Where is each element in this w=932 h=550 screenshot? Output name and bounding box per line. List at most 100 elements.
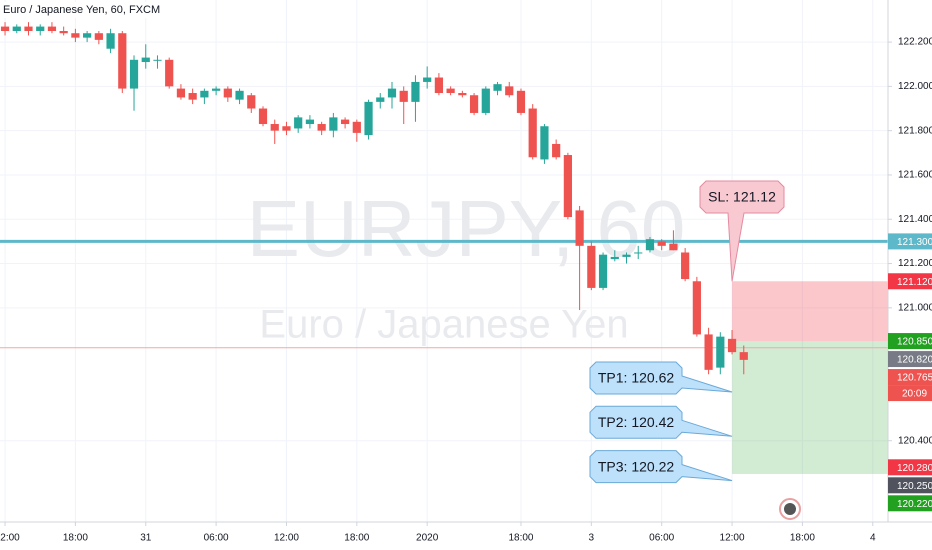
y-tick-label: 122.000	[898, 81, 932, 92]
candle-body	[493, 84, 502, 91]
price-tag-label: 121.300	[897, 237, 932, 248]
candle-body	[669, 243, 678, 251]
candle-body	[176, 88, 186, 98]
price-tag	[888, 477, 932, 494]
price-tag	[888, 459, 932, 476]
candle-body	[446, 88, 455, 94]
candle-body	[587, 245, 596, 288]
watermark: EURJPY, 60	[247, 184, 686, 273]
callout-text: TP2: 120.42	[598, 414, 674, 430]
chart-title: Euro / Japanese Yen, 60, FXCM	[3, 4, 160, 16]
candle-body	[153, 59, 162, 61]
candle-body	[387, 88, 397, 98]
watermark-subtitle: Euro / Japanese Yen	[259, 303, 628, 347]
candle-body	[469, 95, 479, 113]
x-tick-label: 12:00	[720, 533, 745, 544]
candle-body	[165, 59, 174, 87]
x-tick-label: 06:00	[649, 533, 674, 544]
x-tick-label: 06:00	[204, 533, 229, 544]
candle-body	[481, 88, 490, 113]
callout-text: TP1: 120.62	[598, 370, 674, 386]
candle-body	[563, 155, 572, 218]
candle-body	[622, 254, 631, 257]
countdown-bg	[888, 385, 932, 402]
y-tick-label: 122.200	[898, 37, 932, 48]
candle-body	[247, 95, 256, 109]
candle-body	[270, 124, 279, 131]
candle-body	[399, 90, 408, 102]
candle-body	[47, 26, 57, 32]
callout-text: TP3: 120.22	[598, 458, 674, 474]
y-tick-label: 121.600	[898, 170, 932, 181]
price-tag-label: 120.850	[897, 337, 932, 348]
candle-body	[681, 252, 690, 280]
candle-body	[505, 86, 514, 96]
candle-body	[657, 241, 666, 246]
candle-body	[94, 33, 103, 40]
x-tick-label: 12:00	[274, 533, 299, 544]
candle-body	[59, 31, 68, 34]
candle-body	[634, 252, 643, 254]
candle-body	[458, 93, 467, 96]
candle-body	[317, 124, 326, 131]
candle-body	[129, 59, 139, 89]
callout	[699, 180, 785, 282]
candle-body	[727, 338, 737, 353]
zones	[732, 281, 888, 474]
price-tag	[888, 495, 932, 512]
candle-body	[716, 336, 725, 368]
candle-body	[739, 352, 748, 360]
title-bg	[0, 2, 165, 18]
candle-body	[282, 126, 291, 131]
candle-body	[645, 239, 655, 251]
price-tag	[888, 273, 932, 290]
y-tick-label: 121.400	[898, 214, 932, 225]
candle-body	[118, 33, 127, 89]
target-zone	[732, 341, 888, 474]
candle-body	[692, 281, 701, 335]
candle-body	[294, 117, 303, 129]
candle-body	[0, 26, 10, 32]
candle-body	[411, 81, 420, 102]
callout	[589, 361, 733, 395]
candle-body	[223, 88, 232, 98]
candle-body	[235, 90, 244, 100]
candle-body	[71, 33, 80, 38]
x-tick-label: 31	[140, 533, 152, 544]
candle-body	[200, 90, 209, 98]
price-tag	[888, 333, 932, 350]
candle-body	[704, 334, 713, 370]
x-tick-label: 2020	[416, 533, 439, 544]
price-tag-label: 121.120	[897, 277, 932, 288]
price-tag-label: 120.250	[897, 481, 932, 492]
candle-body	[83, 33, 92, 38]
candle-body	[258, 108, 268, 125]
candle-body	[212, 88, 221, 91]
candle-body	[575, 210, 584, 246]
candle-body	[540, 126, 549, 160]
price-tag-label: 120.220	[897, 499, 932, 510]
axes: 122.200 122.000 121.800 121.600 121.400 121.2…	[0, 37, 932, 544]
x-tick-label: 18:00	[790, 533, 815, 544]
candle-body	[106, 33, 115, 49]
callout	[589, 450, 733, 484]
candle-body	[12, 26, 21, 32]
price-tag	[888, 351, 932, 368]
x-tick-label: 3	[589, 533, 595, 544]
candle-body	[423, 77, 432, 82]
candle-body	[188, 93, 197, 100]
x-tick-label: 4	[870, 533, 876, 544]
price-tag-label: 120.765	[897, 373, 932, 384]
x-tick-label: 18:00	[508, 533, 533, 544]
event-icon-core	[784, 503, 796, 515]
grid	[0, 0, 888, 522]
candle-body	[141, 57, 150, 63]
candle-body	[552, 143, 561, 158]
candle-body	[305, 119, 315, 125]
candle-body	[352, 121, 361, 133]
callout	[589, 405, 733, 439]
y-tick-label: 120.400	[898, 435, 932, 446]
